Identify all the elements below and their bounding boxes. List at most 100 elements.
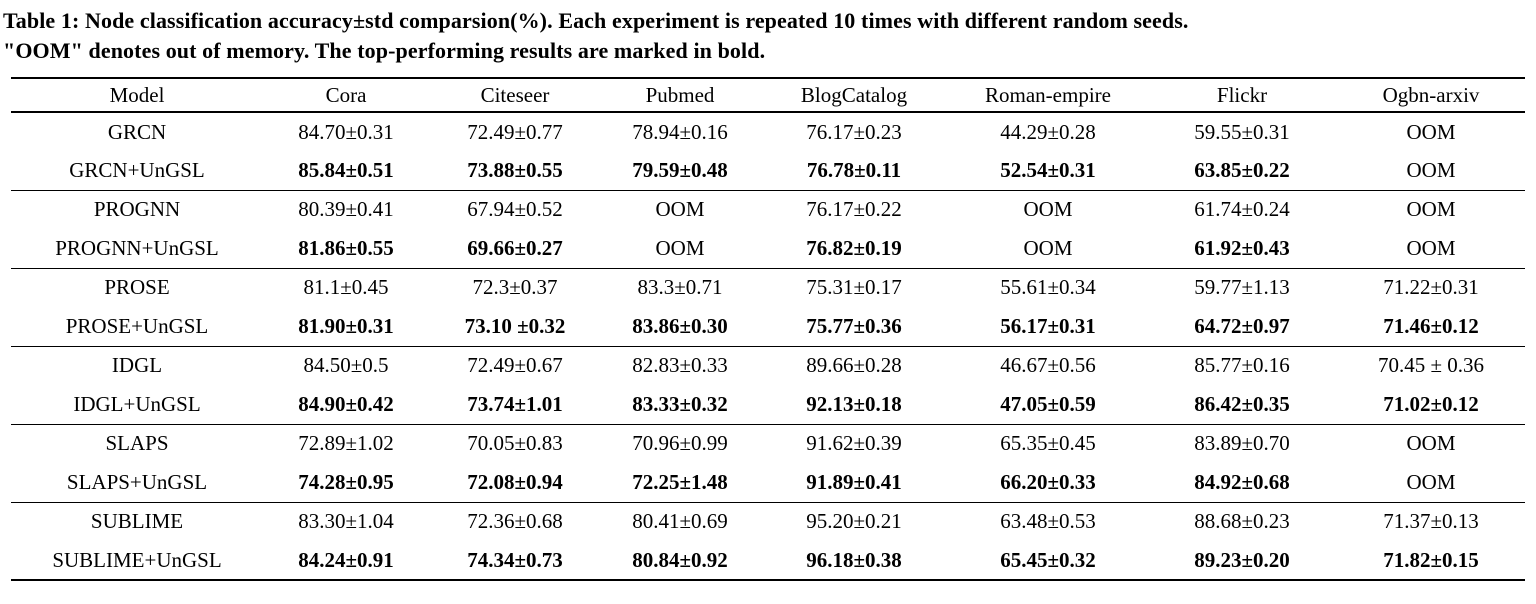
table-row: SUBLIME+UnGSL 84.24±0.91 74.34±0.73 80.84±0… [11,541,1525,580]
value-cell: 55.61±0.34 [1000,275,1096,300]
row-group: SUBLIME 83.30±1.04 72.36±0.68 80.41±0.69 95.… [11,502,1525,580]
table-row: IDGL+UnGSL 84.90±0.42 73.74±1.01 83.33±0.32… [11,385,1525,424]
table-caption: Table 1: Node classification accuracy±st… [0,0,1536,66]
value-cell: 74.28±0.95 [298,469,394,494]
value-cell: OOM [655,235,705,260]
value-cell: 76.17±0.22 [806,197,902,222]
value-cell: 71.37±0.13 [1383,509,1479,534]
value-cell: 63.85±0.22 [1194,157,1290,182]
value-cell: 72.49±0.67 [467,353,563,378]
table-row: SLAPS 72.89±1.02 70.05±0.83 70.96±0.99 91.62… [11,424,1525,463]
value-cell: 72.25±1.48 [632,469,728,494]
value-cell: OOM [1023,235,1073,260]
column-header-roman-empire: Roman-empire [985,82,1111,107]
value-cell: OOM [1406,431,1456,456]
value-cell: 59.55±0.31 [1194,119,1290,144]
value-cell: 72.3±0.37 [472,275,558,300]
value-cell: 85.77±0.16 [1194,353,1290,378]
row-group: SLAPS 72.89±1.02 70.05±0.83 70.96±0.99 91.62… [11,424,1525,502]
value-cell: 85.84±0.51 [298,157,394,182]
value-cell: 73.88±0.55 [467,157,563,182]
model-cell: SLAPS [105,431,169,456]
value-cell: 70.45 ± 0.36 [1377,353,1485,378]
value-cell: 61.92±0.43 [1194,235,1290,260]
value-cell: 84.70±0.31 [298,119,394,144]
value-cell: 83.3±0.71 [637,275,723,300]
value-cell: 65.35±0.45 [1000,431,1096,456]
value-cell: 84.50±0.5 [303,353,389,378]
table-header: Model Cora Citeseer Pubmed BlogCatalog R… [11,78,1525,112]
column-header-flickr: Flickr [1216,82,1268,107]
value-cell: 75.77±0.36 [806,313,902,338]
value-cell: 69.66±0.27 [467,235,563,260]
value-cell: 46.67±0.56 [1000,353,1096,378]
value-cell: 83.89±0.70 [1194,431,1290,456]
value-cell: OOM [1406,235,1456,260]
value-cell: 78.94±0.16 [632,119,728,144]
column-header-pubmed: Pubmed [645,82,715,107]
value-cell: 84.24±0.91 [298,547,394,572]
value-cell: 81.90±0.31 [298,313,394,338]
value-cell: 91.89±0.41 [806,469,902,494]
value-cell: 91.62±0.39 [806,431,902,456]
model-cell: SUBLIME [90,509,184,534]
row-group: GRCN 84.70±0.31 72.49±0.77 78.94±0.16 76.17±… [11,112,1525,190]
table-row: PROSE+UnGSL 81.90±0.31 73.10 ±0.32 83.86±0.… [11,307,1525,346]
value-cell: 79.59±0.48 [632,157,728,182]
table-row: SUBLIME 83.30±1.04 72.36±0.68 80.41±0.69 95.… [11,502,1525,541]
value-cell: 86.42±0.35 [1194,391,1290,416]
column-header-citeseer: Citeseer [480,82,550,107]
value-cell: 84.92±0.68 [1194,469,1290,494]
value-cell: 71.02±0.12 [1383,391,1479,416]
caption-line-1: Table 1: Node classification accuracy±st… [3,8,1189,33]
column-header-ogbn-arxiv: Ogbn-arxiv [1382,82,1480,107]
value-cell: 56.17±0.31 [1000,313,1096,338]
value-cell: 80.41±0.69 [632,509,728,534]
value-cell: 73.10 ±0.32 [464,313,566,338]
results-table: Model Cora Citeseer Pubmed BlogCatalog R… [11,77,1525,581]
table-row: PROGNN 80.39±0.41 67.94±0.52 OOM 76.17±0.22 O… [11,190,1525,229]
header-row: Model Cora Citeseer Pubmed BlogCatalog R… [11,78,1525,112]
value-cell: 44.29±0.28 [1000,119,1096,144]
model-cell: GRCN [107,119,167,144]
value-cell: 75.31±0.17 [806,275,902,300]
value-cell: 88.68±0.23 [1194,509,1290,534]
table-row: GRCN 84.70±0.31 72.49±0.77 78.94±0.16 76.17±… [11,112,1525,151]
column-header-cora: Cora [325,82,367,107]
column-header-model: Model [109,82,165,107]
value-cell: 70.96±0.99 [632,431,728,456]
value-cell: 83.30±1.04 [298,509,394,534]
value-cell: 66.20±0.33 [1000,469,1096,494]
table-row: GRCN+UnGSL 85.84±0.51 73.88±0.55 79.59±0.48… [11,151,1525,190]
value-cell: 71.46±0.12 [1383,313,1479,338]
value-cell: OOM [1406,469,1456,494]
value-cell: 71.82±0.15 [1383,547,1479,572]
row-group: PROSE 81.1±0.45 72.3±0.37 83.3±0.71 75.31±0.… [11,268,1525,346]
value-cell: 52.54±0.31 [1000,157,1096,182]
value-cell: 67.94±0.52 [467,197,563,222]
value-cell: 82.83±0.33 [632,353,728,378]
value-cell: 65.45±0.32 [1000,547,1096,572]
table-row: SLAPS+UnGSL 74.28±0.95 72.08±0.94 72.25±1.4… [11,463,1525,502]
value-cell: 81.86±0.55 [298,235,394,260]
column-header-blogcatalog: BlogCatalog [800,82,908,107]
model-cell: PROSE [104,275,170,300]
value-cell: 76.82±0.19 [806,235,902,260]
value-cell: 71.22±0.31 [1383,275,1479,300]
model-cell: IDGL [111,353,163,378]
value-cell: 92.13±0.18 [806,391,902,416]
model-cell: PROGNN+UnGSL [55,235,219,260]
value-cell: 63.48±0.53 [1000,509,1096,534]
value-cell: 81.1±0.45 [303,275,389,300]
value-cell: 89.66±0.28 [806,353,902,378]
value-cell: 72.08±0.94 [467,469,563,494]
value-cell: 73.74±1.01 [467,391,563,416]
value-cell: OOM [655,197,705,222]
value-cell: 76.78±0.11 [806,157,902,182]
value-cell: 72.49±0.77 [467,119,563,144]
value-cell: 59.77±1.13 [1194,275,1290,300]
table-row: PROGNN+UnGSL 81.86±0.55 69.66±0.27 OOM 76.82… [11,229,1525,268]
value-cell: OOM [1023,197,1073,222]
table-row: IDGL 84.50±0.5 72.49±0.67 82.83±0.33 89.66±0… [11,346,1525,385]
